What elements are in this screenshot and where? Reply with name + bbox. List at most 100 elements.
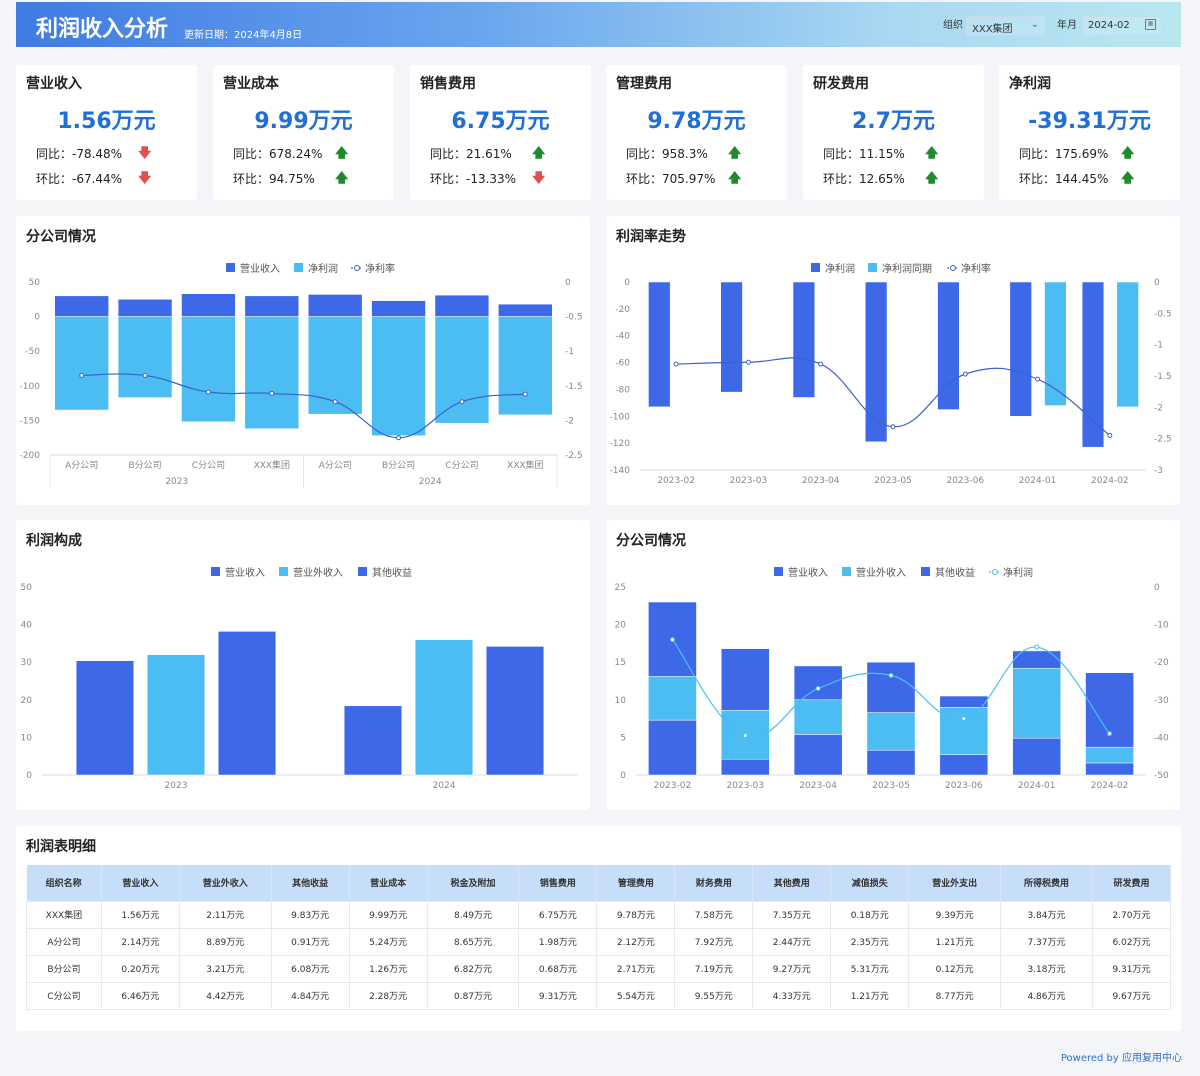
bar-营业收入	[117, 299, 173, 317]
y2-tick-label: -20	[1154, 658, 1169, 668]
bar-营业外收入	[1085, 746, 1134, 764]
y-tick-label: 50	[21, 583, 33, 593]
y-tick-label: 50	[29, 278, 41, 288]
bar-营业外收入	[866, 712, 916, 751]
table-cell: 4.86万元	[1000, 981, 1093, 1010]
column-header[interactable]: 其他费用	[752, 865, 832, 901]
bar-营业收入	[720, 758, 770, 776]
x-tick-label: 2023-05	[872, 781, 910, 791]
bar-营业收入	[308, 294, 363, 317]
powered-by-link[interactable]: Powered by 应用复用中心	[1060, 1053, 1182, 1064]
table-cell: 1.21万元	[908, 927, 1002, 956]
column-header[interactable]: 营业成本	[349, 865, 428, 901]
kpi-yoy: 同比：-78.48%	[36, 147, 123, 161]
table-cell: B分公司	[26, 954, 102, 983]
kpi-value: 9.99万元	[254, 109, 353, 134]
column-header[interactable]: 研发费用	[1092, 865, 1172, 901]
table-cell: 0.87万元	[426, 981, 520, 1010]
column-header[interactable]: 营业外收入	[179, 865, 272, 901]
y-tick-label: 25	[615, 583, 626, 593]
arrow-up-icon: 🡅	[335, 146, 349, 161]
org-select[interactable]: XXX集团 ⌄	[966, 16, 1046, 36]
arrow-up-icon: 🡅	[728, 146, 742, 161]
column-header[interactable]: 营业外支出	[908, 865, 1002, 901]
x-tick-label: 2023	[165, 781, 188, 791]
x-tick-label: 2023-03	[726, 781, 764, 791]
kpi-value: 9.78万元	[647, 109, 746, 134]
panel-title: 分公司情况	[26, 229, 96, 245]
x-tick-label: 2023-02	[654, 781, 692, 791]
y2-tick-label: -1.5	[565, 382, 583, 392]
arrow-up-icon: 🡅	[532, 146, 546, 161]
x-tick-label: C分公司	[192, 460, 225, 471]
calendar-icon: ▦	[1145, 19, 1156, 30]
legend-label: 营业收入	[225, 566, 265, 579]
month-picker[interactable]: 2024-02 ▦	[1082, 16, 1162, 36]
column-header[interactable]: 所得税费用	[1000, 865, 1093, 901]
bar-净利润	[498, 316, 553, 416]
table-cell: 4.42万元	[178, 981, 272, 1010]
table-row: A分公司 2.14万元 8.89万元 0.91万元 5.24万元 8.65万元 1.98万元…	[26, 927, 1172, 956]
y2-tick-label: 0	[1154, 583, 1160, 593]
kpi-mom: 环比：12.65%	[823, 172, 905, 186]
table-row: B分公司 0.20万元 3.21万元 6.08万元 1.26万元 6.82万元 0.68万元…	[26, 954, 1172, 983]
table-cell: 2.12万元	[596, 927, 676, 956]
y2-tick-label: -1.5	[1154, 372, 1172, 382]
x-tick-label: 2024-01	[1018, 781, 1056, 791]
x-tick-label: 2023-02	[657, 476, 695, 486]
line-point	[1107, 731, 1113, 737]
kpi-value: 2.7万元	[852, 109, 935, 134]
x-tick-label: B分公司	[128, 460, 161, 471]
arrow-up-icon: 🡅	[1121, 171, 1135, 186]
table-cell: 0.20万元	[100, 954, 180, 983]
column-header[interactable]: 管理费用	[596, 865, 676, 901]
x-tick-label: 2023-06	[945, 781, 983, 791]
table-cell: 1.26万元	[348, 954, 428, 983]
column-header[interactable]: 税金及附加	[427, 865, 520, 901]
line-point	[142, 372, 148, 378]
x-tick-label: 2023-06	[946, 476, 984, 486]
table-cell: 0.18万元	[830, 900, 910, 929]
y-tick-label: -20	[615, 305, 630, 315]
arrow-down-icon: 🡇	[532, 171, 546, 186]
kpi-card: 研发费用 2.7万元 同比：11.15% 🡅 环比：12.65% 🡅	[803, 65, 984, 200]
bar-营业收入	[244, 295, 299, 317]
arrow-down-icon: 🡇	[138, 146, 152, 161]
y-tick-label: -100	[20, 382, 41, 392]
table-cell: 7.35万元	[752, 900, 832, 929]
column-header[interactable]: 销售费用	[518, 865, 598, 901]
table-cell: 9.31万元	[518, 981, 598, 1010]
legend-marker-icon	[992, 569, 998, 575]
table-cell: 7.58万元	[674, 900, 754, 929]
legend-label: 净利润同期	[882, 262, 932, 275]
line-point	[459, 399, 465, 405]
y-tick-label: 10	[615, 696, 627, 706]
column-header[interactable]: 其他收益	[271, 865, 350, 901]
kpi-mom: 环比：-13.33%	[430, 172, 517, 186]
table-cell: 3.18万元	[1000, 954, 1093, 983]
column-header[interactable]: 减值损失	[830, 865, 910, 901]
column-header[interactable]: 营业收入	[101, 865, 180, 901]
x-tick-label: 2023-04	[802, 476, 840, 486]
arrow-up-icon: 🡅	[925, 146, 939, 161]
line-point	[815, 686, 821, 692]
table-cell: C分公司	[26, 981, 102, 1010]
x-group-label: 2023	[165, 477, 188, 487]
bar-净利润	[648, 281, 671, 408]
bar-营业收入	[371, 300, 426, 317]
y-tick-label: 5	[620, 733, 626, 743]
bar-其他收益	[217, 631, 277, 776]
profit-rate-trend-chart: 净利润 净利润同期 净利率 0 -20 -40 -60 -80 -100 -120 -140 0 -0.…	[610, 262, 1172, 486]
kpi-mom: 环比：94.75%	[233, 172, 315, 186]
column-header[interactable]: 组织名称	[26, 865, 102, 901]
table-cell: A分公司	[26, 927, 102, 956]
y-tick-label: -140	[610, 466, 631, 476]
y2-tick-label: -3	[1154, 466, 1163, 476]
x-tick-label: C分公司	[445, 460, 478, 471]
bar-营业外收入	[793, 699, 843, 735]
kpi-value: 6.75万元	[451, 109, 550, 134]
bar-其他收益	[793, 665, 843, 701]
bar-净利润	[244, 316, 299, 429]
y-tick-label: -120	[610, 439, 631, 449]
column-header[interactable]: 财务费用	[674, 865, 754, 901]
